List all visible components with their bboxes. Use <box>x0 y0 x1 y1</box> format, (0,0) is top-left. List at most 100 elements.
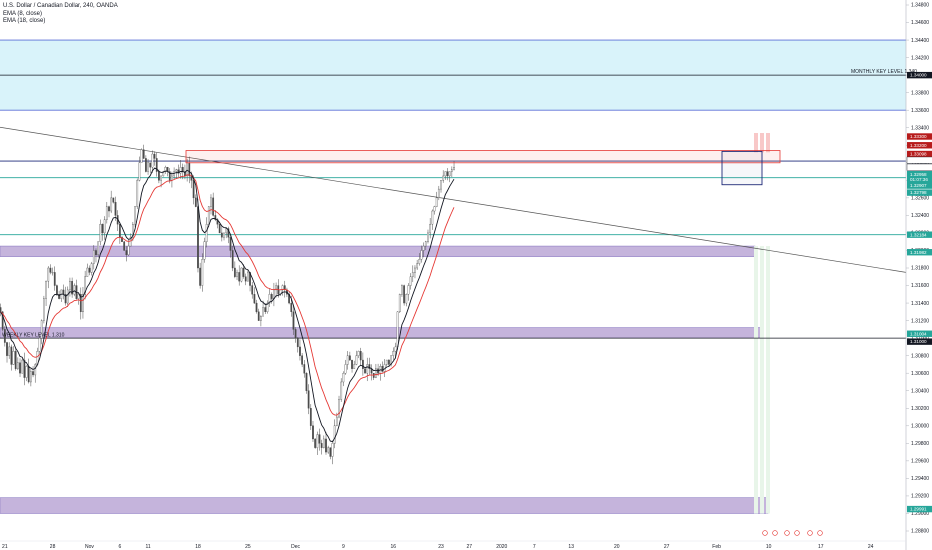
candle-body <box>303 364 306 374</box>
candle-body <box>357 351 360 356</box>
candle-body <box>71 280 73 295</box>
projection-top-2 <box>760 132 764 153</box>
candle-body <box>450 169 453 172</box>
time-tick-label: 28 <box>50 544 56 550</box>
candle-body <box>69 280 71 291</box>
price-tag-bg <box>907 170 932 178</box>
candle-body <box>90 263 93 273</box>
price-tag-label: 1.32798 <box>910 190 927 195</box>
candle-body <box>64 294 67 304</box>
price-tick-label: 1.29600 <box>911 459 929 465</box>
candle-body <box>251 285 254 295</box>
candles-layer <box>0 144 455 465</box>
price-tick-label: 1.29000 <box>911 511 929 517</box>
price-tag-label: 1.32907 <box>910 183 927 188</box>
candle-body <box>14 351 17 369</box>
candle-body <box>38 337 41 352</box>
purple-zone-2 <box>0 327 763 339</box>
price-tick-label: 1.31800 <box>911 266 929 272</box>
time-tick-label: Feb <box>712 544 721 550</box>
candle-body <box>257 311 260 321</box>
candle-body <box>405 294 408 304</box>
purple-zone-3 <box>0 497 769 514</box>
candle-body <box>58 294 60 299</box>
time-tick-label: 2020 <box>496 544 507 550</box>
candle-body <box>112 197 115 203</box>
candle-body <box>194 197 197 207</box>
candle-body <box>181 167 184 172</box>
candle-body <box>312 425 314 440</box>
candle-body <box>21 359 24 374</box>
candle-body <box>88 267 91 273</box>
candle-body <box>186 162 188 177</box>
event-marker <box>807 530 813 536</box>
price-tag-bg <box>907 71 932 79</box>
candle-body <box>149 162 152 168</box>
candle-body <box>0 307 2 313</box>
candle-body <box>255 302 258 313</box>
candle-body <box>249 272 251 286</box>
candle-body <box>138 162 141 181</box>
candle-body <box>301 355 304 365</box>
price-tag-label: 1.29991 <box>910 507 927 512</box>
time-tick-label: 20 <box>614 544 620 550</box>
price-tag-bg <box>907 142 932 149</box>
price-tick-label: 1.32600 <box>911 196 929 202</box>
red-resistance-box <box>185 150 781 164</box>
candle-body <box>147 162 149 172</box>
candle-body <box>268 294 271 304</box>
price-tag-label: 1.32958 <box>910 172 927 177</box>
candle-body <box>453 167 455 170</box>
price-tick-label: 1.34600 <box>911 20 929 26</box>
time-tick-label: 11 <box>145 544 150 550</box>
price-tag-label: 1.31982 <box>910 250 927 255</box>
candle-body <box>338 399 340 418</box>
candle-body <box>105 206 108 220</box>
candle-body <box>316 434 319 448</box>
candle-body <box>199 267 202 286</box>
candle-body <box>342 373 345 383</box>
price-tick-label: 1.30800 <box>911 353 929 359</box>
price-tick-label: 1.31200 <box>911 318 929 324</box>
candle-body <box>101 223 104 234</box>
price-tick-label: 1.30000 <box>911 424 929 430</box>
price-tag-bg <box>907 133 932 140</box>
price-tick-label: 1.31600 <box>911 283 929 289</box>
price-tag-label: 1.33098 <box>910 152 927 157</box>
price-tag-label: 1.34000 <box>910 73 927 78</box>
time-tick-label: 13 <box>568 544 574 550</box>
price-tag-label: 1.33200 <box>910 143 927 148</box>
ema-fast-label[interactable]: EMA (8, close) <box>3 10 43 17</box>
time-tick-label: 23 <box>438 544 444 550</box>
candle-body <box>158 171 160 181</box>
event-marker <box>784 530 790 536</box>
time-tick-label: 18 <box>195 544 201 550</box>
candle-body <box>110 197 113 212</box>
candle-body <box>114 202 117 216</box>
candle-body <box>151 153 154 168</box>
purple-zone-1 <box>0 245 756 257</box>
boxes-layer <box>185 150 781 186</box>
chart-legend: U.S. Dollar / Canadian Dollar, 240, OAND… <box>3 3 118 26</box>
price-tick-label: 1.30600 <box>911 371 929 377</box>
time-tick-label: 16 <box>390 544 396 550</box>
candle-body <box>103 219 106 234</box>
symbol-title[interactable]: U.S. Dollar / Canadian Dollar, 240, OAND… <box>3 3 118 9</box>
candle-body <box>307 390 310 409</box>
projection-column-3 <box>766 246 770 514</box>
candle-body <box>236 272 238 277</box>
time-tick-label: 9 <box>342 544 345 550</box>
candle-body <box>403 285 405 304</box>
monthly-key-level-label: MONTHLY KEY LEVEL 1.340 <box>851 69 917 75</box>
candle-body <box>407 285 410 295</box>
candle-body <box>418 259 421 264</box>
ema-slow-label[interactable]: EMA (18, close) <box>3 18 46 24</box>
candle-body <box>351 359 353 369</box>
price-tag-label: 1.31004 <box>910 331 927 336</box>
candle-body <box>177 169 180 174</box>
candle-body <box>197 206 199 269</box>
candle-body <box>229 237 232 251</box>
candle-body <box>335 416 338 426</box>
